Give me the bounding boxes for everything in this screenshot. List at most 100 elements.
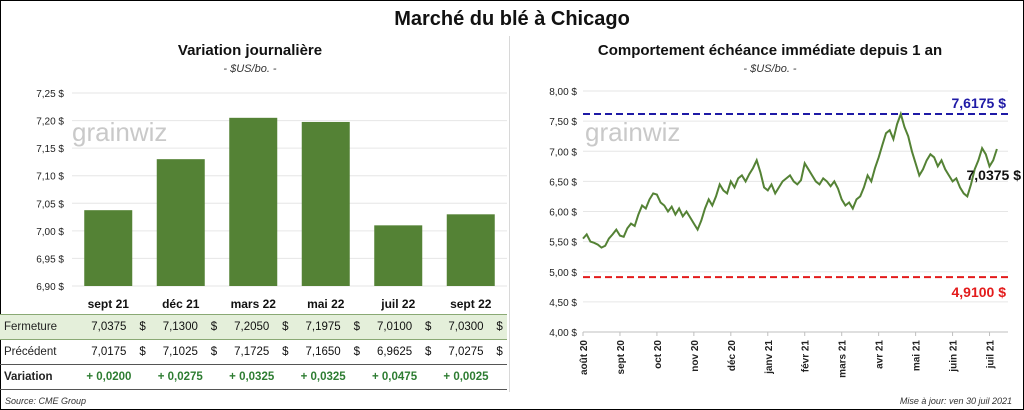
bar-chart: grainwiz 6,90 $ 6,95 $ 7,00 $ 7,05 $ 7,10 $ 7…: [36, 89, 507, 311]
table-cell-unit: $: [139, 339, 150, 365]
table-cell-unit: [210, 364, 222, 390]
table-cell-value: + 0,0025: [435, 364, 497, 390]
line-x-tick-label: févr 21: [801, 340, 812, 373]
low-value-label: 4,9100 $: [952, 284, 1007, 300]
table-cell-unit: $: [353, 314, 365, 340]
bar-y-tick-label: 7,10 $: [36, 172, 64, 183]
line-y-tick-label: 8,00 $: [549, 87, 577, 98]
table-row-label: Variation: [0, 364, 79, 390]
bar-x-tick-label: juil 22: [380, 297, 415, 311]
line-y-tick-label: 6,00 $: [549, 208, 577, 219]
table-cell-unit: $: [425, 339, 436, 365]
bar-y-tick-label: 7,05 $: [36, 199, 64, 210]
line-x-tick-label: janv 21: [764, 340, 775, 375]
line-y-tick-label: 4,50 $: [549, 298, 577, 309]
table-cell-unit: [282, 364, 293, 390]
bar-5: [446, 214, 495, 286]
table-cell-unit: $: [496, 339, 507, 365]
panel-divider: [509, 36, 510, 392]
line-y-tick-label: 7,00 $: [549, 147, 577, 158]
table-cell-value: 7,1650: [292, 339, 354, 365]
table-cell-unit: $: [139, 314, 150, 340]
line-y-tick-label: 6,50 $: [549, 177, 577, 188]
table-cell-value: 7,0375: [78, 314, 140, 340]
table-row-precedent: Précédent 7,0175 $7,1025 $7,1725 $7,1650 $6,9…: [0, 339, 507, 365]
table-cell-value: + 0,0325: [292, 364, 354, 390]
bar-x-tick-label: mai 22: [307, 297, 345, 311]
table-cell-value: + 0,0325: [221, 364, 283, 390]
table-cell-value: + 0,0275: [149, 364, 211, 390]
line-x-tick-label: juin 21: [949, 340, 960, 373]
bar-chart-title: Variation journalière: [177, 42, 323, 59]
line-x-tick-label: nov 20: [690, 340, 701, 372]
table-cell-unit: $: [425, 314, 436, 340]
line-y-tick-label: 7,50 $: [549, 117, 577, 128]
table-row-fermeture: Fermeture 7,0375 $7,1300 $7,2050 $7,1975 $7,0…: [0, 314, 507, 340]
update-note: Mise à jour: ven 30 juil 2021: [899, 396, 1012, 406]
bar-y-tick-label: 7,20 $: [36, 117, 64, 128]
bar-y-tick-label: 6,90 $: [36, 282, 64, 293]
table-row-variation: Variation + 0,0200 + 0,0275 + 0,0325 + 0,032…: [0, 364, 507, 390]
table-cell-value: 7,2050: [221, 314, 283, 340]
bar-chart-watermark: grainwiz: [72, 117, 167, 147]
bar-y-tick-label: 7,25 $: [36, 89, 64, 100]
line-y-tick-label: 5,50 $: [549, 238, 577, 249]
bar-x-tick-label: mars 22: [231, 297, 277, 311]
bar-y-tick-label: 7,00 $: [36, 227, 64, 238]
bar-y-tick-label: 6,95 $: [36, 254, 64, 265]
table-cell-value: 7,0275: [435, 339, 497, 365]
table-row-label: Fermeture: [0, 314, 79, 340]
table-cell-unit: [496, 364, 507, 390]
table-cell-unit: $: [496, 314, 507, 340]
bar-y-tick-label: 7,15 $: [36, 144, 64, 155]
line-chart-watermark: grainwiz: [585, 117, 680, 147]
table-cell-value: 7,1725: [221, 339, 283, 365]
table-cell-value: 7,0300: [435, 314, 497, 340]
table-cell-value: 7,0175: [78, 339, 140, 365]
line-x-tick-label: déc 20: [727, 340, 738, 372]
table-cell-value: + 0,0200: [78, 364, 140, 390]
table-cell-unit: $: [353, 339, 365, 365]
table-cell-value: 7,1975: [292, 314, 354, 340]
table-cell-value: 7,1025: [149, 339, 211, 365]
bar-x-tick-label: déc 21: [162, 297, 200, 311]
line-chart-subtitle: - $US/bo. -: [743, 63, 797, 75]
line-x-tick-label: juil 21: [986, 340, 997, 370]
table-cell-unit: [425, 364, 436, 390]
line-x-tick-label: sept 20: [616, 340, 627, 375]
table-cell-value: 7,0100: [364, 314, 425, 340]
bar-2: [229, 117, 278, 286]
high-value-label: 7,6175 $: [952, 95, 1007, 111]
line-x-tick-label: oct 20: [653, 340, 664, 369]
last-value-label: 7,0375 $: [967, 167, 1022, 183]
table-cell-unit: $: [282, 339, 293, 365]
bar-1: [156, 159, 205, 286]
bar-4: [374, 225, 423, 286]
page-title: Marché du blé à Chicago: [394, 8, 630, 30]
bar-chart-subtitle: - $US/bo. -: [223, 63, 277, 75]
price-line-series: [582, 110, 998, 249]
table-cell-unit: $: [210, 314, 222, 340]
table-row-label: Précédent: [0, 339, 79, 365]
table-cell-value: 7,1300: [149, 314, 211, 340]
line-y-tick-label: 4,00 $: [549, 328, 577, 339]
table-cell-unit: [353, 364, 365, 390]
table-cell-unit: [139, 364, 150, 390]
table-cell-unit: $: [282, 314, 293, 340]
bar-0: [84, 210, 133, 286]
table-cell-unit: $: [210, 339, 222, 365]
line-x-tick-label: août 20: [579, 340, 590, 375]
contract-stats-table: Fermeture 7,0375 $7,1300 $7,2050 $7,1975 $7,0…: [0, 314, 507, 390]
bar-3: [301, 121, 350, 286]
line-x-tick-label: mai 21: [912, 340, 923, 372]
bar-x-tick-label: sept 21: [88, 297, 130, 311]
table-cell-value: + 0,0475: [364, 364, 425, 390]
line-x-tick-label: avr 21: [875, 340, 886, 369]
line-chart-title: Comportement échéance immédiate depuis 1…: [597, 42, 943, 59]
table-cell-value: 6,9625: [364, 339, 425, 365]
line-x-tick-label: mars 21: [838, 340, 849, 378]
source-note: Source: CME Group: [5, 396, 87, 406]
bar-x-tick-label: sept 22: [450, 297, 492, 311]
line-y-tick-label: 5,00 $: [549, 268, 577, 279]
